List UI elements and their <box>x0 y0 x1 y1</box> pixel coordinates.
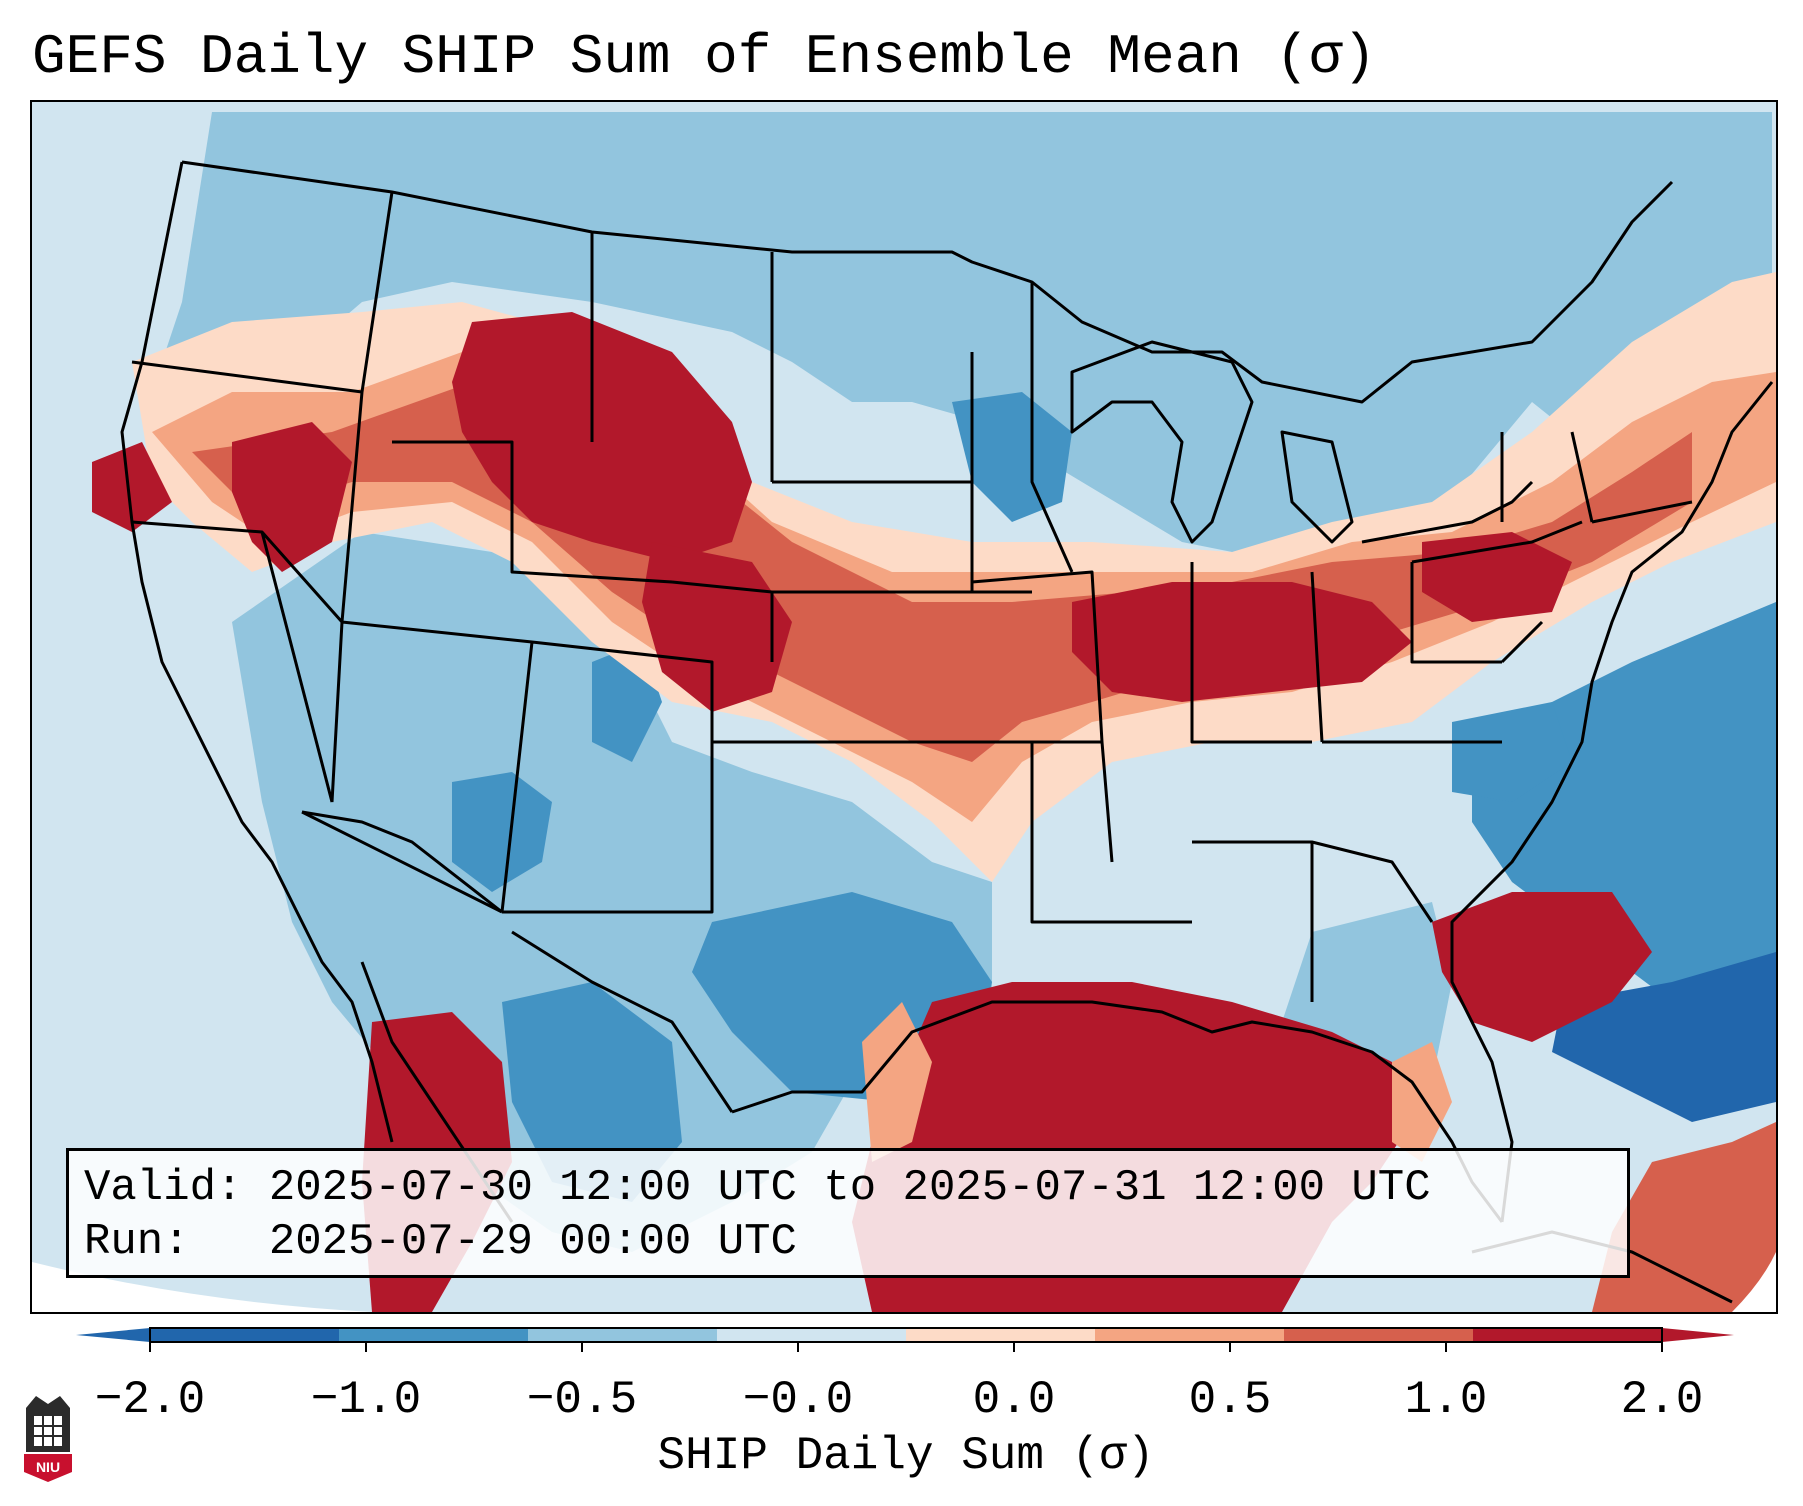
colorbar-ticks: −2.0 −1.0 −0.5 −0.0 0.0 0.5 1.0 2.0 <box>95 1342 1704 1426</box>
run-time-line: Run: 2025-07-29 00:00 UTC <box>84 1217 797 1267</box>
colorbar-tick-label: 0.0 <box>973 1374 1056 1426</box>
field-light-blue-land <box>142 112 1772 572</box>
projection-edge-left <box>32 1262 372 1312</box>
field-blue-minnesota <box>952 392 1072 522</box>
field-blue-arizona <box>452 772 552 892</box>
colorbar-segment <box>150 1328 340 1342</box>
atlantic-coast <box>1450 381 1774 1223</box>
colorbar-tick-label: 0.5 <box>1189 1374 1272 1426</box>
logo-text: NIU <box>36 1459 60 1475</box>
colorbar-tick-label: −0.0 <box>743 1374 853 1426</box>
field-darkred-atlantic-se <box>1432 892 1652 1042</box>
colorbar-segment <box>906 1328 1096 1342</box>
colorbar-tick-label: −0.5 <box>527 1374 637 1426</box>
niu-logo: NIU <box>20 1390 76 1482</box>
state-lines-central <box>971 282 1502 1002</box>
colorbar-tick-label: −1.0 <box>311 1374 421 1426</box>
colorbar-segment <box>528 1328 718 1342</box>
field-darkred-colorado <box>642 542 792 712</box>
valid-time-line: Valid: 2025-07-30 12:00 UTC to 2025-07-3… <box>84 1163 1431 1213</box>
west-coast <box>120 161 394 1143</box>
colorbar-segment <box>1095 1328 1285 1342</box>
colorbar-segment <box>339 1328 529 1342</box>
colorbar: −2.0 −1.0 −0.5 −0.0 0.0 0.5 1.0 2.0 SHIP Daily … <box>76 1327 1734 1482</box>
colorbar-segments <box>150 1328 1663 1342</box>
field-redorange-mexico-se <box>1592 1122 1776 1312</box>
colorbar-arrow-max <box>1662 1328 1734 1342</box>
map-panel <box>30 100 1778 1314</box>
colorbar-label: SHIP Daily Sum (σ) <box>658 1430 1155 1482</box>
colorbar-arrow-min <box>76 1328 150 1342</box>
projection-edge-right <box>1732 1252 1776 1312</box>
colorbar-segment <box>1473 1328 1663 1342</box>
state-lines-east <box>1410 431 1693 664</box>
map-plot <box>32 102 1776 1312</box>
gulf-coast <box>731 1000 1504 1223</box>
field-darkred-oregon <box>92 422 352 572</box>
field-blue-mexico <box>502 982 682 1202</box>
colorbar-segment <box>1284 1328 1474 1342</box>
anomaly-field <box>32 112 1776 1312</box>
colorbar-frame <box>149 1327 1663 1343</box>
colorbar-tick-label: 2.0 <box>1621 1374 1704 1426</box>
colorbar-tick-label: 1.0 <box>1405 1374 1488 1426</box>
colorbar-segment <box>717 1328 907 1342</box>
chart-title: GEFS Daily SHIP Sum of Ensemble Mean (σ) <box>32 25 1377 89</box>
state-boundaries <box>120 160 1774 1304</box>
colorbar-tick-label: −2.0 <box>95 1374 205 1426</box>
field-darkred-ohio-valley <box>1072 582 1412 702</box>
field-darkred-montana-wyoming <box>452 312 752 562</box>
us-canada-border <box>181 160 1674 404</box>
great-lakes <box>1070 340 1534 544</box>
run-info-box: Valid: 2025-07-30 12:00 UTC to 2025-07-3… <box>66 1148 1630 1278</box>
field-blue-carolinas <box>1452 702 1572 802</box>
state-lines-west <box>131 191 1032 914</box>
